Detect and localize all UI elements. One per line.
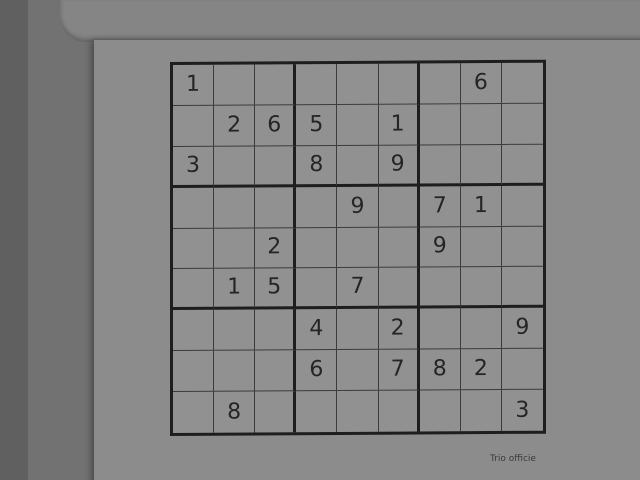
sudoku-cell-r7-c7[interactable] (419, 308, 461, 350)
sudoku-cell-r8-c2[interactable] (214, 350, 256, 392)
sudoku-cell-r2-c6[interactable]: 1 (378, 104, 420, 146)
sudoku-cell-r7-c8[interactable] (460, 308, 502, 350)
sudoku-cell-r9-c7[interactable] (419, 390, 461, 432)
sudoku-cell-r1-c1[interactable]: 1 (173, 64, 215, 106)
sudoku-cell-r8-c3[interactable] (255, 350, 297, 392)
sudoku-cell-r5-c8[interactable] (460, 226, 502, 268)
sudoku-cell-r7-c4[interactable]: 4 (296, 309, 338, 351)
sudoku-cell-r1-c9[interactable] (501, 62, 543, 104)
sudoku-cell-r4-c8[interactable]: 1 (460, 185, 502, 227)
sudoku-cell-r9-c2[interactable]: 8 (214, 391, 256, 433)
sudoku-cell-r7-c5[interactable] (337, 309, 379, 351)
sudoku-cell-r5-c4[interactable] (296, 227, 338, 269)
sudoku-cell-r2-c4[interactable]: 5 (296, 104, 338, 146)
sudoku-cell-r7-c6[interactable]: 2 (378, 308, 420, 350)
sudoku-cell-r6-c7[interactable] (419, 267, 461, 309)
sudoku-cell-r7-c1[interactable] (173, 310, 215, 352)
sudoku-cell-r6-c9[interactable] (501, 267, 543, 309)
sudoku-cell-r5-c2[interactable] (214, 228, 256, 270)
sudoku-cell-r6-c1[interactable] (173, 269, 215, 311)
sudoku-cell-r5-c3[interactable]: 2 (255, 227, 297, 269)
sudoku-cell-r8-c6[interactable]: 7 (378, 349, 420, 391)
sudoku-cell-r2-c5[interactable] (337, 104, 379, 146)
sudoku-cell-r4-c4[interactable] (296, 186, 338, 228)
sudoku-cell-r9-c6[interactable] (378, 390, 420, 432)
sudoku-cell-r5-c1[interactable] (173, 228, 215, 270)
sudoku-cell-r4-c6[interactable] (378, 186, 420, 228)
sudoku-cell-r2-c7[interactable] (419, 104, 461, 146)
sudoku-cell-r2-c8[interactable] (460, 103, 502, 145)
sudoku-cell-r1-c5[interactable] (337, 63, 379, 105)
sudoku-cell-r4-c1[interactable] (173, 187, 215, 229)
sudoku-cell-r1-c7[interactable] (419, 63, 461, 105)
sudoku-cell-r3-c4[interactable]: 8 (296, 145, 338, 187)
sudoku-cell-r4-c3[interactable] (255, 186, 297, 229)
sudoku-cell-r8-c1[interactable] (173, 350, 215, 393)
sudoku-cell-r3-c1[interactable]: 3 (173, 146, 215, 188)
sudoku-cell-r6-c3[interactable]: 5 (255, 268, 297, 310)
sudoku-cell-r2-c9[interactable] (501, 103, 543, 145)
sudoku-cell-r9-c8[interactable] (460, 390, 502, 432)
sudoku-cell-r3-c5[interactable] (337, 145, 379, 187)
sudoku-cell-r4-c9[interactable] (501, 185, 543, 227)
sudoku-cell-r4-c7[interactable]: 7 (419, 185, 461, 228)
sudoku-cell-r8-c4[interactable]: 6 (296, 350, 338, 392)
sudoku-cell-r3-c3[interactable] (255, 145, 297, 188)
table-shadow (0, 0, 28, 480)
sudoku-cell-r3-c6[interactable]: 9 (378, 145, 420, 187)
sudoku-cell-r2-c1[interactable] (173, 105, 215, 147)
top-ledge (60, 0, 640, 42)
sudoku-cell-r5-c6[interactable] (378, 227, 420, 269)
sudoku-cell-r9-c1[interactable] (173, 391, 215, 433)
sudoku-cell-r9-c9[interactable]: 3 (502, 390, 543, 431)
sudoku-cell-r1-c2[interactable] (214, 64, 256, 106)
sudoku-cell-r5-c5[interactable] (337, 227, 379, 269)
sudoku-cell-r4-c2[interactable] (214, 187, 256, 229)
sudoku-cell-r6-c2[interactable]: 1 (214, 268, 256, 311)
sudoku-cell-r5-c7[interactable]: 9 (419, 226, 461, 268)
sudoku-cell-r9-c4[interactable] (296, 391, 338, 433)
sudoku-cell-r7-c9[interactable]: 9 (501, 308, 543, 350)
sudoku-cell-r2-c3[interactable]: 6 (255, 105, 297, 147)
sudoku-cell-r6-c4[interactable] (296, 268, 338, 310)
sudoku-cell-r2-c2[interactable]: 2 (214, 105, 256, 147)
sudoku-cell-r3-c7[interactable] (419, 144, 461, 187)
sudoku-cell-r4-c5[interactable]: 9 (337, 186, 379, 228)
sudoku-cell-r8-c5[interactable] (337, 349, 379, 392)
sudoku-cell-r9-c3[interactable] (255, 391, 297, 433)
sudoku-cell-r5-c9[interactable] (501, 226, 543, 268)
sudoku-cell-r6-c5[interactable]: 7 (337, 268, 379, 310)
sudoku-cell-r3-c8[interactable] (460, 144, 502, 186)
sudoku-cell-r9-c5[interactable] (337, 390, 379, 432)
sudoku-cell-r1-c6[interactable] (378, 63, 420, 105)
sudoku-cell-r3-c9[interactable] (501, 144, 543, 186)
sudoku-cell-r7-c2[interactable] (214, 309, 256, 351)
sudoku-cell-r7-c3[interactable] (255, 309, 297, 351)
sudoku-cell-r1-c8[interactable]: 6 (460, 62, 502, 105)
sudoku-cell-r8-c8[interactable]: 2 (460, 349, 502, 391)
source-caption: Trio officie (490, 454, 536, 464)
sudoku-cell-r8-c7[interactable]: 8 (419, 349, 461, 391)
sudoku-cell-r3-c2[interactable] (214, 146, 256, 188)
sudoku-cell-r8-c9[interactable] (501, 348, 543, 391)
sudoku-cell-r1-c3[interactable] (255, 64, 297, 106)
sudoku-cell-r6-c6[interactable] (378, 267, 420, 310)
sudoku-cell-r6-c8[interactable] (460, 267, 502, 309)
sudoku-cell-r1-c4[interactable] (296, 63, 338, 106)
